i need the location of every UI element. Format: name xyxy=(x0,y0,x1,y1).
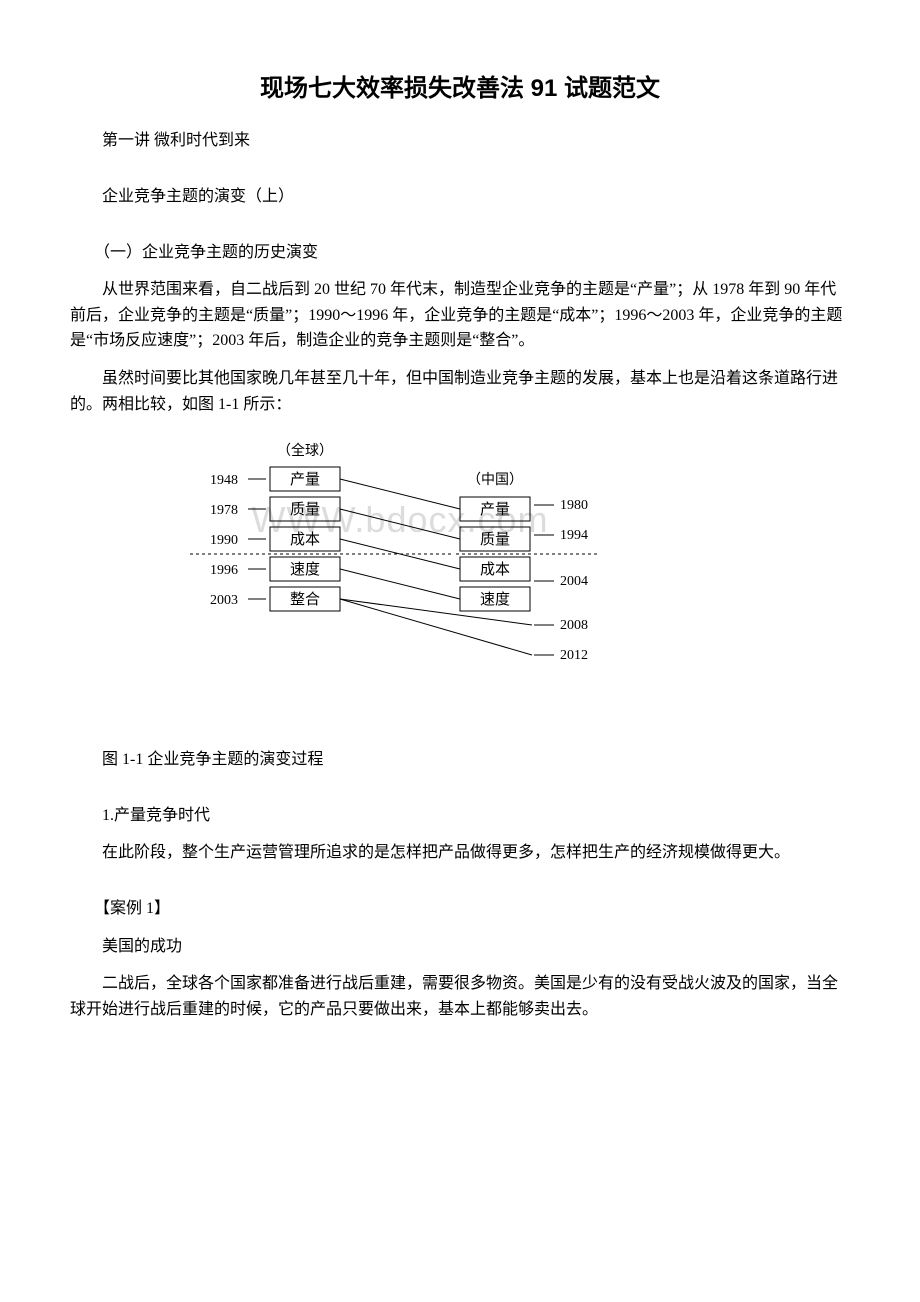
svg-text:1994: 1994 xyxy=(560,528,588,543)
text: 图 1-1 企业竞争主题的演变过程 xyxy=(102,751,323,768)
evolution-diagram: WWW.bdocx.com（全球）（中国）产量1948质量1978成本1990速… xyxy=(150,437,850,727)
svg-text:1990: 1990 xyxy=(210,533,238,548)
text: 第一讲 微利时代到来 xyxy=(102,132,250,149)
svg-text:成本: 成本 xyxy=(290,531,320,548)
svg-text:产量: 产量 xyxy=(290,471,320,488)
paragraph-heading-2: 1.产量竞争时代 xyxy=(70,803,850,829)
svg-text:2008: 2008 xyxy=(560,618,588,633)
svg-text:1978: 1978 xyxy=(210,503,238,518)
text: 1.产量竞争时代 xyxy=(102,807,210,824)
page-title: 现场七大效率损失改善法 91 试题范文 xyxy=(70,70,850,108)
paragraph-body-1: 从世界范围来看，自二战后到 20 世纪 70 年代末，制造型企业竞争的主题是“产… xyxy=(70,277,850,354)
svg-text:2004: 2004 xyxy=(560,574,588,589)
svg-text:速度: 速度 xyxy=(480,591,510,608)
paragraph-case-label: 【案例 1】 xyxy=(70,896,850,922)
svg-text:2012: 2012 xyxy=(560,648,588,663)
text: （一）企业竞争主题的历史演变 xyxy=(102,244,318,261)
svg-text:（中国）: （中国） xyxy=(467,472,523,488)
text: 【案例 1】 xyxy=(102,900,170,917)
paragraph-body-3: 在此阶段，整个生产运营管理所追求的是怎样把产品做得更多，怎样把生产的经济规模做得… xyxy=(70,840,850,866)
paragraph-body-2: 虽然时间要比其他国家晚几年甚至几十年，但中国制造业竞争主题的发展，基本上也是沿着… xyxy=(70,366,850,417)
svg-text:产量: 产量 xyxy=(480,501,510,518)
paragraph-body-4: 二战后，全球各个国家都准备进行战后重建，需要很多物资。美国是少有的没有受战火波及… xyxy=(70,971,850,1022)
text: 美国的成功 xyxy=(102,938,182,955)
paragraph-lecture: 第一讲 微利时代到来 xyxy=(70,128,850,154)
svg-text:质量: 质量 xyxy=(480,531,510,548)
svg-text:（全球）: （全球） xyxy=(277,442,333,459)
svg-text:质量: 质量 xyxy=(290,501,320,518)
svg-text:1980: 1980 xyxy=(560,498,588,513)
figure-caption: 图 1-1 企业竞争主题的演变过程 xyxy=(70,747,850,773)
paragraph-case-title: 美国的成功 xyxy=(70,934,850,960)
svg-text:1996: 1996 xyxy=(210,563,238,578)
diagram-svg: WWW.bdocx.com（全球）（中国）产量1948质量1978成本1990速… xyxy=(150,437,650,727)
svg-text:2003: 2003 xyxy=(210,593,238,608)
svg-text:成本: 成本 xyxy=(480,561,510,578)
text: 企业竞争主题的演变（上） xyxy=(102,188,294,205)
svg-text:速度: 速度 xyxy=(290,561,320,578)
svg-text:1948: 1948 xyxy=(210,473,238,488)
paragraph-heading-1: （一）企业竞争主题的历史演变 xyxy=(70,240,850,266)
paragraph-subtitle: 企业竞争主题的演变（上） xyxy=(70,184,850,210)
svg-text:整合: 整合 xyxy=(290,591,320,608)
